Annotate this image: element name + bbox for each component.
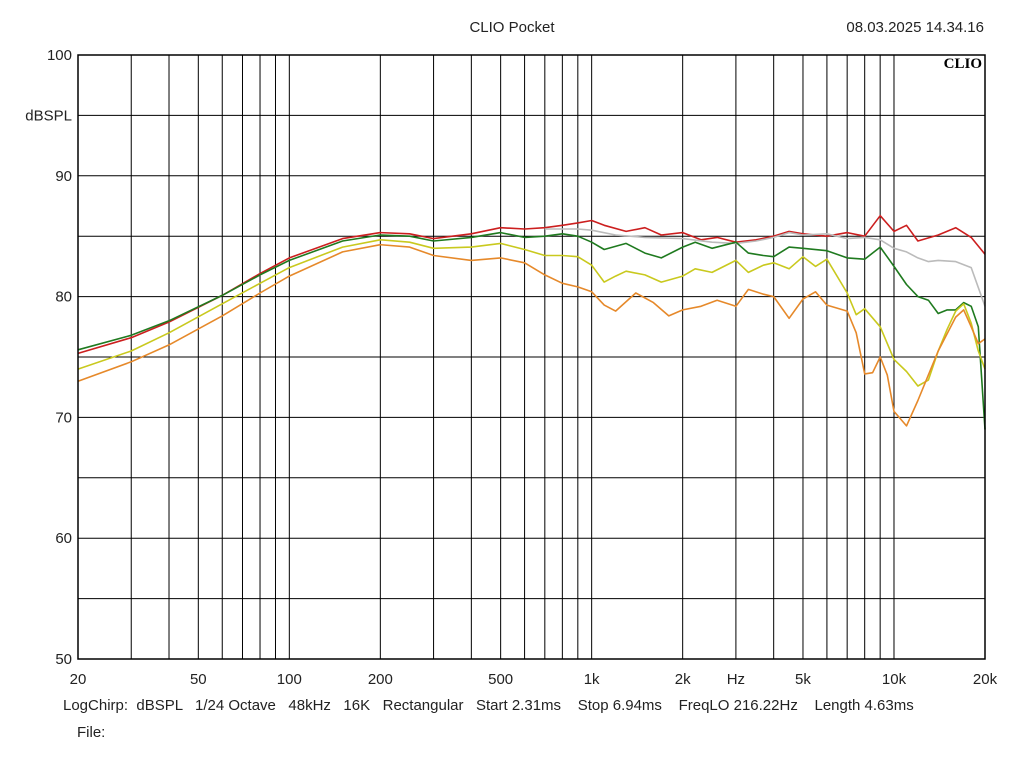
measurement-info: LogChirp: dBSPL 1/24 Octave 48kHz 16K Re… <box>63 697 914 714</box>
x-tick-label: 50 <box>190 671 207 688</box>
x-tick-label: 20 <box>70 671 87 688</box>
x-tick-label: 500 <box>488 671 513 688</box>
y-tick-label: 70 <box>55 409 72 426</box>
x-axis-unit-label: Hz <box>727 671 745 688</box>
brand-logo: CLIO <box>944 56 982 72</box>
x-tick-label: 1k <box>584 671 600 688</box>
y-tick-label: 60 <box>55 530 72 547</box>
y-axis-unit-label: dBSPL <box>25 107 72 124</box>
x-tick-label: 2k <box>675 671 691 688</box>
x-tick-label: 10k <box>882 671 907 688</box>
chart-grid <box>78 55 985 659</box>
response-curve-4 <box>77 239 986 387</box>
x-tick-label: 200 <box>368 671 393 688</box>
chart-curves <box>77 214 986 430</box>
x-tick-label: 100 <box>277 671 302 688</box>
x-tick-label: 5k <box>795 671 811 688</box>
y-tick-label: 80 <box>55 289 72 306</box>
y-tick-label: 50 <box>55 651 72 668</box>
response-curve-5 <box>77 243 986 427</box>
response-curve-1 <box>77 214 986 355</box>
plot-frame <box>77 54 986 660</box>
chart-title: CLIO Pocket <box>469 19 555 36</box>
x-tick-label: 20k <box>973 671 998 688</box>
chart-ticks: 20 50 100 200 500 1k 2k Hz 5k 10k 20k 100 dBSPL 90 80 7… <box>25 47 997 688</box>
response-curve-2 <box>544 228 986 307</box>
timestamp: 08.03.2025 14.34.16 <box>846 19 984 36</box>
file-label: File: <box>77 724 106 741</box>
response-curve-3 <box>77 231 986 430</box>
y-tick-label: 90 <box>55 168 72 185</box>
y-tick-label: 100 <box>47 47 72 64</box>
